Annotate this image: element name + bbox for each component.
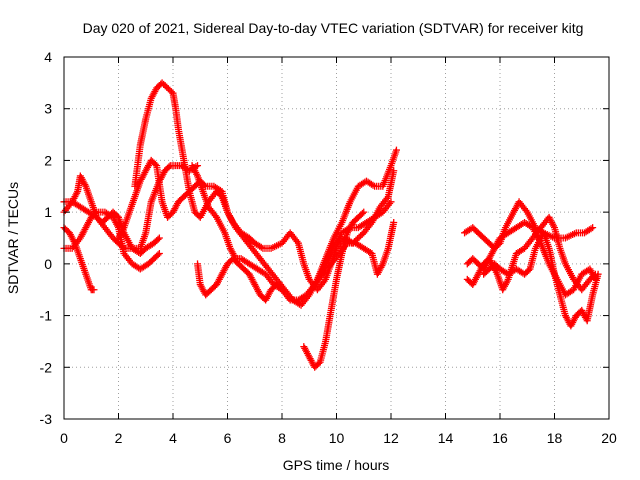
y-tick-label: 4 [44, 49, 52, 65]
y-tick-label: 0 [44, 256, 52, 272]
data-point [151, 160, 159, 168]
series-trace-9 [300, 208, 368, 371]
series-layer [60, 79, 602, 371]
x-tick-label: 14 [438, 430, 454, 446]
series-trace-5 [115, 156, 398, 294]
data-point [90, 286, 98, 294]
data-point [277, 284, 285, 292]
data-point [369, 181, 377, 189]
y-tick-label: -1 [40, 308, 53, 324]
y-tick-label: -2 [40, 359, 53, 375]
data-point [155, 234, 163, 242]
y-tick-label: 3 [44, 101, 52, 117]
data-point [278, 286, 286, 294]
x-tick-label: 20 [601, 430, 617, 446]
data-point [594, 270, 602, 278]
series-trace-8 [194, 255, 286, 304]
axis-ticks [63, 56, 610, 420]
x-tick-label: 16 [492, 430, 508, 446]
x-axis-label: GPS time / hours [283, 457, 390, 473]
x-tick-label: 4 [169, 430, 177, 446]
chart-title: Day 020 of 2021, Sidereal Day-to-day VTE… [83, 20, 584, 36]
x-tick-label: 12 [383, 430, 399, 446]
x-tick-label: 2 [115, 430, 123, 446]
data-point [358, 209, 366, 217]
y-tick-label: 1 [44, 204, 52, 220]
data-point [155, 250, 163, 258]
data-point [390, 218, 398, 226]
data-point [360, 208, 368, 216]
data-point [165, 163, 173, 171]
data-point [587, 225, 595, 233]
data-point [392, 146, 400, 154]
x-tick-labels: 0 2 4 6 8 10 12 14 16 18 20 [60, 430, 617, 446]
x-tick-label: 18 [547, 430, 563, 446]
data-point [387, 198, 395, 206]
y-tick-labels: -3 -2 -1 0 1 2 3 4 [40, 49, 53, 427]
x-tick-label: 0 [60, 430, 68, 446]
y-tick-label: 2 [44, 152, 52, 168]
x-tick-label: 8 [278, 430, 286, 446]
data-point [589, 224, 597, 232]
data-point [154, 235, 162, 243]
x-tick-label: 6 [224, 430, 232, 446]
y-axis-label: SDTVAR / TECUs [5, 182, 21, 294]
y-tick-label: -3 [40, 411, 53, 427]
series-trace-10 [313, 146, 400, 283]
series-trace-13 [463, 213, 599, 294]
data-point [154, 251, 162, 259]
data-point [257, 243, 265, 251]
series-trace-14 [480, 229, 602, 330]
x-tick-label: 10 [329, 430, 345, 446]
data-point [119, 243, 127, 251]
